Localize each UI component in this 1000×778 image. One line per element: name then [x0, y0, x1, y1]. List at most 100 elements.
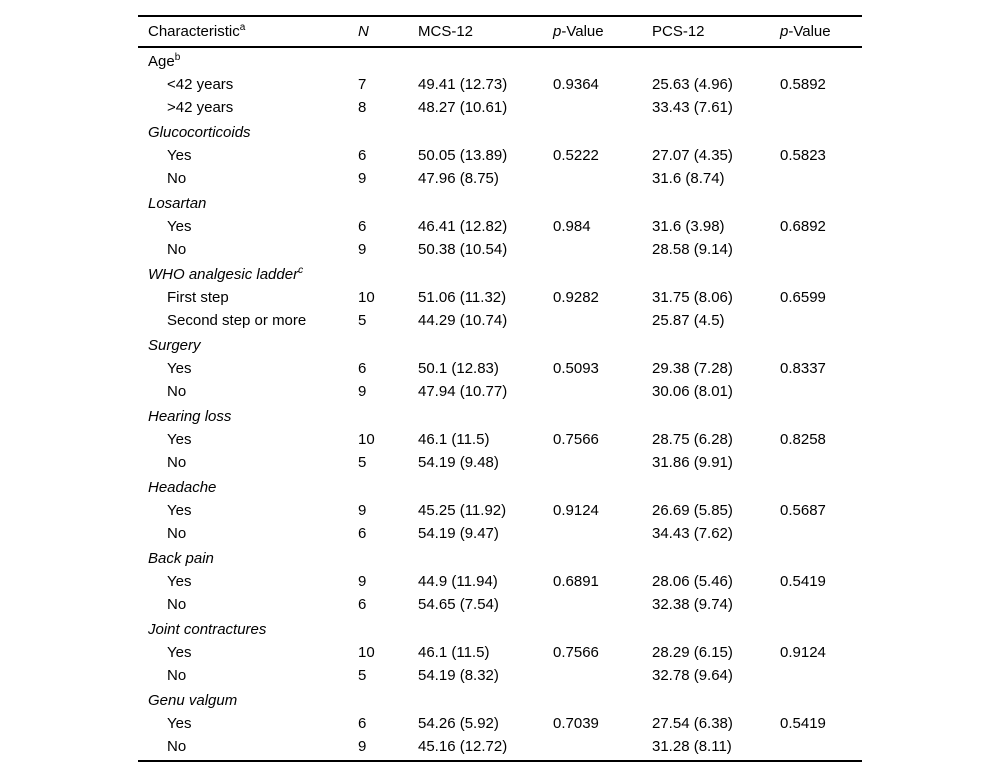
table-data-row: Yes 10 46.1 (11.5) 0.7566 28.29 (6.15) 0.9124 — [138, 641, 862, 664]
row-label: No — [167, 383, 187, 400]
n-value: 7 — [358, 76, 367, 93]
pvalue-pcs: 0.5823 — [780, 147, 826, 164]
pcs12-value: 28.06 (5.46) — [652, 573, 733, 590]
mcs12-value: 49.41 (12.73) — [418, 76, 508, 93]
mcs12-value: 54.19 (8.32) — [418, 667, 499, 684]
table-group-row: Headache — [138, 476, 862, 499]
n-value: 6 — [358, 525, 367, 542]
n-value: 9 — [358, 170, 367, 187]
pcs12-value: 27.07 (4.35) — [652, 147, 733, 164]
table-data-row: No 9 47.94 (10.77) 30.06 (8.01) — [138, 380, 862, 403]
table-group-row: Joint contractures — [138, 618, 862, 641]
table-body: Ageb <42 years 7 49.41 (12.73) 0.9364 25.63 (… — [138, 48, 862, 762]
pcs12-value: 31.6 (3.98) — [652, 218, 725, 235]
table-data-row: No 5 54.19 (8.32) 32.78 (9.64) — [138, 664, 862, 687]
row-label: Yes — [167, 715, 192, 732]
pvalue-italic-p: p — [553, 23, 562, 40]
pvalue-pcs: 0.5419 — [780, 573, 826, 590]
row-label: Yes — [167, 147, 192, 164]
n-value: 10 — [358, 644, 375, 661]
pvalue-mcs: 0.7566 — [553, 644, 599, 661]
table-group-row: Surgery — [138, 334, 862, 357]
table-data-row: Second step or more 5 44.29 (10.74) 25.87 (… — [138, 309, 862, 332]
row-label: Losartan — [148, 195, 207, 212]
mcs12-value: 47.96 (8.75) — [418, 170, 499, 187]
n-value: 10 — [358, 431, 375, 448]
table-header-row: Characteristica N MCS-12 p-Value PCS-12 … — [138, 15, 862, 48]
table-data-row: Yes 10 46.1 (11.5) 0.7566 28.75 (6.28) 0.8258 — [138, 428, 862, 451]
table-data-row: No 9 50.38 (10.54) 28.58 (9.14) — [138, 238, 862, 261]
row-label: Yes — [167, 573, 192, 590]
table-data-row: >42 years 8 48.27 (10.61) 33.43 (7.61) — [138, 96, 862, 119]
table-group-row: WHO analgesic ladderc — [138, 263, 862, 286]
row-label: Back pain — [148, 550, 214, 567]
pcs12-value: 25.63 (4.96) — [652, 76, 733, 93]
column-header-n: N — [358, 23, 369, 40]
column-header-pvalue-mcs: p-Value — [553, 23, 652, 40]
table-group-row: Hearing loss — [138, 405, 862, 428]
row-label: Yes — [167, 502, 192, 519]
table-data-row: No 6 54.65 (7.54) 32.38 (9.74) — [138, 593, 862, 616]
pvalue-mcs: 0.5093 — [553, 360, 599, 377]
row-label: No — [167, 525, 187, 542]
mcs12-value: 50.1 (12.83) — [418, 360, 499, 377]
row-label: <42 years — [167, 76, 234, 93]
pvalue-mcs: 0.6891 — [553, 573, 599, 590]
pcs12-value: 31.86 (9.91) — [652, 454, 733, 471]
pcs12-value: 31.75 (8.06) — [652, 289, 733, 306]
table-data-row: Yes 6 54.26 (5.92) 0.7039 27.54 (6.38) 0.5419 — [138, 712, 862, 735]
pcs12-value: 32.78 (9.64) — [652, 667, 733, 684]
pvalue-pcs: 0.8258 — [780, 431, 826, 448]
mcs12-value: 50.05 (13.89) — [418, 147, 508, 164]
pcs12-value: 28.58 (9.14) — [652, 241, 733, 258]
pcs12-value: 27.54 (6.38) — [652, 715, 733, 732]
column-header-characteristic: Characteristica — [138, 22, 358, 41]
table-data-row: No 9 47.96 (8.75) 31.6 (8.74) — [138, 167, 862, 190]
pvalue-mcs: 0.7566 — [553, 431, 599, 448]
n-value: 9 — [358, 573, 367, 590]
mcs12-value: 46.1 (11.5) — [418, 644, 490, 661]
table-group-row: Ageb — [138, 50, 862, 73]
pvalue-pcs: 0.9124 — [780, 644, 826, 661]
pvalue-suffix: -Value — [561, 23, 604, 40]
row-label: Second step or more — [167, 312, 307, 329]
row-label: Joint contractures — [148, 621, 267, 638]
pcs12-value: 31.6 (8.74) — [652, 170, 725, 187]
pvalue-mcs: 0.7039 — [553, 715, 599, 732]
mcs12-value: 51.06 (11.32) — [418, 289, 507, 306]
n-value: 6 — [358, 360, 367, 377]
row-label: Ageb — [148, 52, 181, 71]
mcs12-value: 45.25 (11.92) — [418, 502, 507, 519]
table-data-row: Yes 9 44.9 (11.94) 0.6891 28.06 (5.46) 0.5419 — [138, 570, 862, 593]
pvalue-pcs: 0.5892 — [780, 76, 826, 93]
n-value: 5 — [358, 454, 367, 471]
n-value: 5 — [358, 667, 367, 684]
table-data-row: <42 years 7 49.41 (12.73) 0.9364 25.63 (4.96… — [138, 73, 862, 96]
table-group-row: Glucocorticoids — [138, 121, 862, 144]
column-header-pcs12: PCS-12 — [652, 23, 705, 40]
mcs12-value: 54.26 (5.92) — [418, 715, 499, 732]
pvalue-pcs: 0.5419 — [780, 715, 826, 732]
pcs12-value: 26.69 (5.85) — [652, 502, 733, 519]
pcs12-value: 25.87 (4.5) — [652, 312, 725, 329]
mcs12-value: 46.41 (12.82) — [418, 218, 508, 235]
row-label: No — [167, 667, 187, 684]
mcs12-value: 54.19 (9.47) — [418, 525, 499, 542]
row-label: Yes — [167, 644, 192, 661]
mcs12-value: 44.29 (10.74) — [418, 312, 508, 329]
pcs12-value: 31.28 (8.11) — [652, 738, 732, 755]
footnote-marker-a: a — [239, 22, 246, 33]
table-data-row: Yes 9 45.25 (11.92) 0.9124 26.69 (5.85) 0.568… — [138, 499, 862, 522]
mcs12-value: 48.27 (10.61) — [418, 99, 508, 116]
n-value: 9 — [358, 241, 367, 258]
mcs12-value: 44.9 (11.94) — [418, 573, 498, 590]
row-label: Yes — [167, 431, 192, 448]
table-data-row: Yes 6 50.1 (12.83) 0.5093 29.38 (7.28) 0.8337 — [138, 357, 862, 380]
footnote-marker-b: b — [174, 52, 181, 63]
row-label: WHO analgesic ladderc — [148, 265, 304, 284]
pcs12-value: 28.29 (6.15) — [652, 644, 733, 661]
n-value: 10 — [358, 289, 375, 306]
n-value: 9 — [358, 502, 367, 519]
row-label: No — [167, 170, 187, 187]
row-label: Yes — [167, 360, 192, 377]
